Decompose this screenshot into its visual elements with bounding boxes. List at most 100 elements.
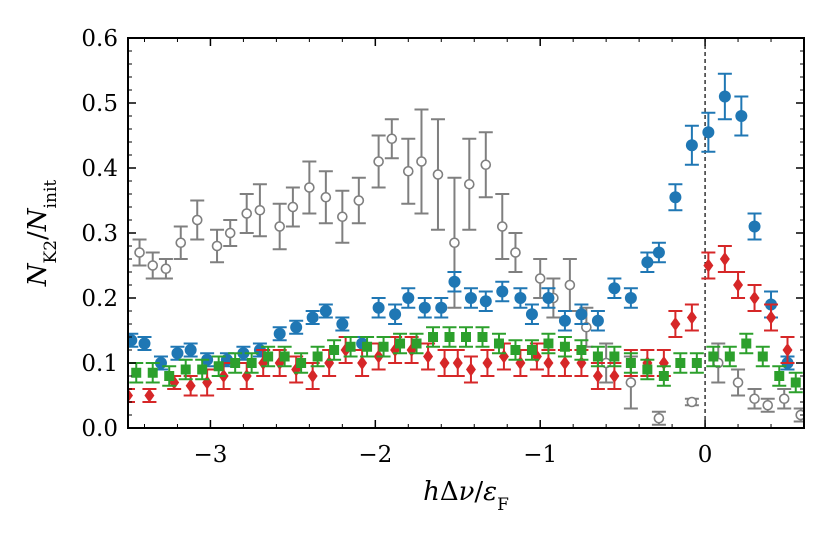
data-point: [246, 358, 257, 368]
data-point: [732, 377, 744, 388]
data-point: [461, 332, 471, 342]
series-blue-filled-circle: [128, 72, 795, 371]
data-point: [724, 351, 735, 362]
data-point: [762, 399, 774, 411]
data-point: [319, 305, 332, 317]
series-red-diamond: [128, 245, 795, 403]
data-point: [480, 159, 492, 171]
data-point: [147, 260, 159, 271]
data-point: [479, 295, 492, 308]
data-point: [329, 345, 340, 355]
data-point: [241, 369, 252, 383]
data-point: [774, 371, 785, 381]
data-point: [766, 310, 777, 325]
data-point: [184, 344, 197, 356]
data-point: [686, 310, 697, 325]
data-point: [493, 338, 504, 349]
data-point: [134, 247, 145, 258]
data-point: [307, 369, 318, 383]
data-point: [564, 279, 576, 291]
data-point: [782, 343, 793, 357]
data-point: [402, 165, 414, 177]
data-point: [669, 191, 682, 204]
data-point: [534, 273, 546, 284]
y-tick-label: 0.0: [81, 416, 118, 442]
x-tick-label: 0: [698, 442, 713, 468]
data-point: [778, 393, 790, 405]
data-point: [357, 356, 368, 370]
y-tick-label: 0.4: [81, 156, 118, 182]
data-point: [641, 256, 654, 269]
data-point: [138, 337, 151, 350]
data-point: [685, 139, 698, 152]
data-point: [171, 347, 184, 360]
data-point: [558, 314, 571, 327]
data-point: [608, 282, 621, 295]
data-point: [653, 412, 665, 424]
data-point: [296, 358, 307, 368]
data-point: [164, 371, 175, 381]
data-point: [287, 201, 299, 213]
y-tick-label: 0.3: [81, 221, 118, 247]
data-point: [477, 332, 488, 342]
data-point: [609, 369, 620, 383]
y-tick-label: 0.2: [81, 286, 118, 312]
data-point: [237, 347, 250, 360]
data-point: [353, 195, 365, 206]
data-point: [428, 332, 439, 342]
x-tick-label: −3: [193, 442, 227, 468]
data-point: [592, 351, 603, 362]
data-point: [389, 308, 402, 321]
data-point: [241, 208, 253, 219]
data-point: [464, 292, 477, 304]
data-point: [411, 338, 422, 349]
x-axis-label: hΔν/εF: [423, 477, 509, 515]
data-point: [741, 338, 752, 349]
data-point: [306, 311, 319, 324]
data-point: [131, 367, 142, 378]
data-point: [395, 338, 406, 349]
data-point: [733, 278, 744, 292]
data-point: [144, 388, 155, 403]
data-point: [790, 377, 801, 388]
data-point: [362, 341, 373, 352]
data-point: [324, 356, 335, 370]
data-point: [576, 345, 587, 355]
ticks-layer: −3 −2 −1 0 0.0 0.1 0.2 0.3 0.4 0.5 0.6: [81, 26, 805, 468]
data-point: [642, 364, 653, 375]
data-point: [147, 367, 158, 378]
data-point: [510, 247, 521, 258]
data-point: [432, 169, 444, 180]
data-point: [185, 378, 196, 393]
data-point: [496, 285, 509, 298]
data-point: [658, 371, 669, 381]
data-point: [526, 345, 537, 355]
data-point: [448, 275, 461, 288]
data-point: [230, 358, 241, 368]
data-point: [449, 237, 460, 249]
data-point: [128, 388, 133, 403]
data-point: [559, 356, 570, 370]
data-point: [304, 182, 315, 193]
data-point: [418, 301, 431, 314]
data-point: [515, 356, 526, 370]
data-point: [254, 204, 266, 216]
data-point: [274, 221, 285, 232]
data-point: [423, 349, 434, 364]
data-point: [386, 133, 398, 145]
data-point: [708, 351, 719, 362]
data-point: [591, 314, 604, 327]
data-point: [416, 156, 427, 167]
data-point: [372, 301, 385, 314]
data-point: [435, 301, 448, 314]
data-point: [748, 220, 761, 233]
data-point: [463, 178, 475, 190]
data-point: [452, 356, 463, 370]
series-layer: [128, 72, 804, 426]
data-point: [652, 246, 665, 259]
series-gray-open-circle: [132, 108, 804, 426]
data-point: [345, 341, 356, 352]
data-point: [496, 221, 508, 232]
data-point: [514, 292, 527, 304]
data-point: [559, 341, 570, 352]
